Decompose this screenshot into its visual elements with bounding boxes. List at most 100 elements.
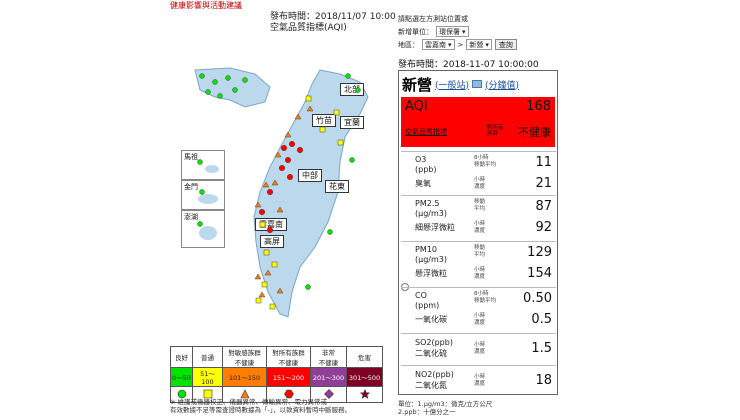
pollutant-name: CO (ppm): [415, 291, 440, 310]
station-selector: 請點選左方測站位置或 新增單位： 環保署 ▾ 地區： 雲嘉南 ▾ > 新營 ▾ 查詢: [398, 12, 517, 51]
region-label: 地區：: [398, 40, 419, 49]
chevron-down-icon: ▾: [485, 40, 489, 49]
pollutant-name: O3 (ppb): [415, 155, 437, 174]
pollutant-avg-label: 小時 濃度: [474, 374, 486, 387]
pollutant-row-o3: O3 (ppb) 臭氧 8小時 移動平均 11 小時 濃度 21: [401, 151, 556, 193]
inset-matsu[interactable]: 馬祖: [181, 150, 225, 180]
pollutant-name: PM2.5 (μg/m3): [415, 199, 447, 218]
pollutant-avg-label: 移動 平均: [474, 199, 486, 212]
region-yunjianan[interactable]: 雲嘉南: [255, 218, 287, 231]
station-title: 新營: [402, 75, 433, 94]
station-detail-panel: 新營 (一般站) (分鐘值) AQI 168 空氣品質指標 對所有 族群 不健康…: [398, 70, 558, 395]
region-select-value: 雲嘉南: [425, 40, 446, 49]
pollutant-cname: 二氧化硫: [415, 349, 447, 358]
legend-header-good: 良好: [170, 346, 193, 368]
legend-range-sensitive: 101～150: [222, 367, 267, 387]
pollutant-avg-label: 小時 濃度: [474, 221, 486, 234]
pollutant-row-no2: NO2(ppb) 二氧化氮 小時 濃度 18: [401, 365, 556, 395]
taiwan-island-shape: [253, 69, 369, 318]
pollutant-name: SO2(ppb): [415, 338, 453, 347]
panel-publish-time: 發布時間：2018-11-07 10:00:00: [398, 60, 539, 70]
pollutant-avg-label: 移動 平均: [474, 245, 486, 258]
selector-hint: 請點選左方測站位置或: [398, 14, 468, 23]
pollutant-value: 154: [527, 266, 552, 281]
inset-matsu-label: 馬祖: [184, 153, 198, 161]
region-yilan[interactable]: 宜蘭: [340, 116, 364, 129]
pollutant-value: 21: [535, 176, 552, 191]
pollutant-value: 92: [535, 220, 552, 235]
minute-values-link[interactable]: (分鐘值): [485, 80, 520, 91]
chart-icon[interactable]: [472, 80, 483, 88]
station-select-value: 新營: [469, 40, 484, 49]
pollutant-avg-label: 小時 濃度: [474, 267, 486, 280]
legend-range-unhealthy: 151～200: [266, 367, 311, 387]
inset-penghu[interactable]: 澎湖: [181, 210, 225, 248]
aqi-group-note: 對所有 族群: [487, 125, 504, 137]
china-coast-shape: [194, 67, 271, 108]
pollutant-value: 1.5: [531, 341, 552, 356]
pollutant-avg-label: 小時 濃度: [474, 177, 486, 190]
pollutant-row-so2: SO2(ppb) 二氧化硫 小時 濃度 1.5: [401, 333, 556, 363]
pollutant-cname: 臭氧: [415, 179, 431, 188]
inset-kinmen[interactable]: 金門: [181, 180, 225, 210]
pollutant-row-co: CO (ppm) 一氧化碳 8小時 移動平均 0.50 小時 濃度 0.5: [401, 287, 556, 331]
pollutant-value: 18: [535, 373, 552, 388]
legend-symbol-triangle-icon: [222, 386, 267, 403]
pollutant-value: 87: [535, 199, 552, 214]
region-select[interactable]: 雲嘉南 ▾: [422, 39, 455, 50]
separator-arrow: >: [457, 40, 464, 49]
pollutant-row-pm10: PM10 (μg/m3) 懸浮微粒 移動 平均 129 小時 濃度 154: [401, 241, 556, 285]
pollutant-avg-label: 8小時 移動平均: [474, 155, 497, 168]
aqi-legend: 良好 普通 對敏感族群 不健康 對所有族群 不健康 非常 不健康 危害 0～50…: [170, 346, 383, 403]
chevron-down-icon: ▾: [448, 40, 452, 49]
legend-header-sensitive: 對敏感族群 不健康: [222, 346, 267, 368]
chevron-down-icon: ▾: [462, 27, 466, 36]
aqi-label: AQI: [405, 99, 428, 114]
health-advice-link[interactable]: 健康影響與活動建議: [170, 1, 242, 10]
pollutant-value: 11: [535, 155, 552, 170]
aqi-sub-link[interactable]: 空氣品質指標: [405, 128, 447, 136]
station-select[interactable]: 新營 ▾: [466, 39, 492, 50]
region-huadong[interactable]: 花東: [325, 180, 349, 193]
legend-symbol-circle-icon: [170, 386, 193, 403]
pollutant-value: 0.50: [523, 291, 552, 306]
maintenance-note: ※ 維護或儀器校正、儀器異常、傳輸異常、電力異常或 有效數據不足等需查證時數據為…: [170, 398, 352, 414]
agency-label: 新增單位：: [398, 27, 433, 36]
pollutant-cname: 細懸浮微粒: [415, 223, 455, 232]
legend-header-very-unhealthy: 非常 不健康: [310, 346, 347, 368]
general-station-link[interactable]: (一般站): [435, 80, 470, 91]
map-publish-time: 發布時間：2018/11/07 10:00: [270, 12, 396, 22]
legend-header-unhealthy: 對所有族群 不健康: [266, 346, 311, 368]
legend-symbol-diamond-icon: [310, 386, 347, 403]
region-zhumiao[interactable]: 竹苗: [312, 114, 336, 127]
pollutant-cname: 一氧化碳: [415, 315, 447, 324]
pollutant-row-pm25: PM2.5 (μg/m3) 細懸浮微粒 移動 平均 87 小時 濃度 92: [401, 195, 556, 239]
aqi-map[interactable]: 馬祖 金門 澎湖 北部 竹苗 宜蘭 中部 花東 雲嘉南 高屏: [170, 52, 392, 342]
legend-range-moderate: 51～100: [192, 367, 223, 387]
panel-header: 新營 (一般站) (分鐘值): [399, 71, 557, 97]
agency-select-value: 環保署: [439, 27, 460, 36]
legend-header-hazardous: 危害: [346, 346, 383, 368]
pollutant-value: 0.5: [531, 312, 552, 327]
pollutant-value: 129: [527, 245, 552, 260]
penghu-island-svg: [199, 226, 217, 240]
query-button[interactable]: 查詢: [494, 39, 517, 50]
pollutant-name: PM10 (μg/m3): [415, 245, 447, 264]
agency-select[interactable]: 環保署 ▾: [436, 26, 469, 37]
legend-range-good: 0～50: [170, 367, 193, 387]
pollutant-avg-label: 小時 濃度: [474, 342, 486, 355]
pollutant-cname: 懸浮微粒: [415, 269, 447, 278]
pollutant-cname: 二氧化氮: [415, 381, 447, 390]
legend-symbol-square-icon: [192, 386, 223, 403]
aqi-block: AQI 168 空氣品質指標 對所有 族群 不健康: [401, 97, 555, 147]
region-gaoping[interactable]: 高屏: [260, 235, 284, 248]
units-note: 單位：1.μg/m3：微克/立方公尺 2.ppb：十億分之一: [398, 400, 493, 416]
aqi-status: 不健康: [518, 126, 551, 139]
aqi-value: 168: [526, 99, 551, 114]
inset-penghu-label: 澎湖: [184, 213, 198, 221]
region-north[interactable]: 北部: [340, 83, 364, 96]
inset-kinmen-label: 金門: [184, 183, 198, 191]
region-central[interactable]: 中部: [298, 169, 322, 182]
map-publish-header: 發布時間：2018/11/07 10:00 空氣品質指標(AQI): [270, 12, 396, 34]
pollutant-name: NO2(ppb): [415, 370, 454, 379]
